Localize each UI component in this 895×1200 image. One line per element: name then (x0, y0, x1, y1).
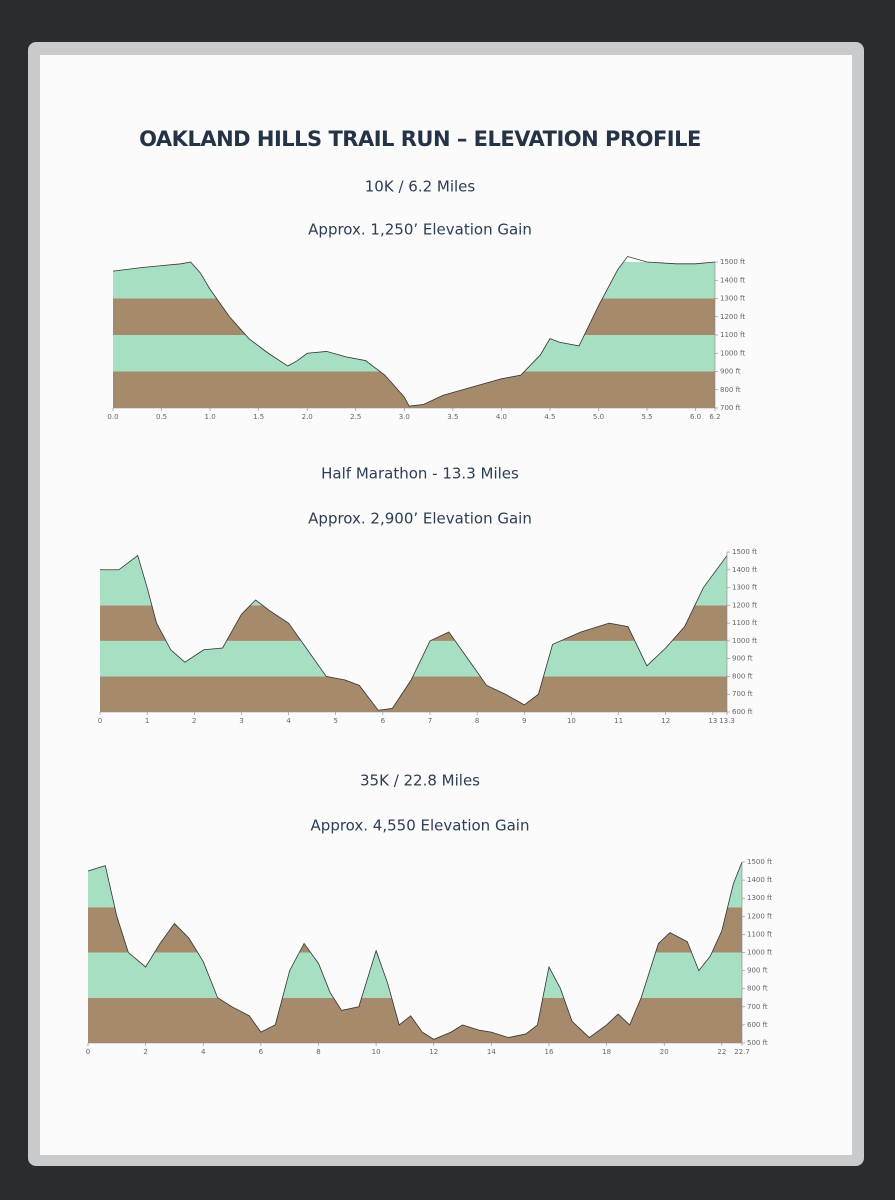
x-tick-label: 18 (602, 1048, 611, 1056)
x-tick-label: 8 (475, 717, 479, 725)
chart-subtitle: Approx. 1,250’ Elevation Gain (308, 221, 532, 239)
x-tick-label: 5.5 (641, 413, 652, 421)
y-tick-label: 1400 ft (732, 566, 757, 574)
chart-subtitle: Approx. 2,900’ Elevation Gain (308, 510, 532, 528)
x-tick-label: 7 (428, 717, 432, 725)
x-tick-label: 6 (381, 717, 386, 725)
x-tick-label: 22.7 (734, 1048, 750, 1056)
y-tick-label: 600 ft (747, 1021, 768, 1029)
chart-title: 35K / 22.8 Miles (360, 772, 480, 790)
x-tick-label: 1 (145, 717, 149, 725)
y-tick-label: 1000 ft (720, 349, 745, 357)
x-tick-label: 3.0 (399, 413, 410, 421)
x-tick-label: 4.5 (544, 413, 555, 421)
y-tick-label: 1300 ft (720, 295, 745, 303)
y-tick-label: 1400 ft (720, 276, 745, 284)
y-tick-label: 700 ft (732, 690, 753, 698)
y-tick-label: 900 ft (720, 368, 741, 376)
y-tick-label: 1300 ft (747, 894, 772, 902)
y-tick-label: 1400 ft (747, 876, 772, 884)
x-tick-label: 5.0 (593, 413, 604, 421)
x-tick-label: 2 (143, 1048, 147, 1056)
x-tick-label: 22 (717, 1048, 726, 1056)
x-tick-label: 2.5 (350, 413, 361, 421)
y-tick-label: 1200 ft (747, 912, 772, 920)
x-tick-label: 10 (567, 717, 576, 725)
y-tick-label: 1100 ft (720, 331, 745, 339)
x-tick-label: 16 (545, 1048, 554, 1056)
y-tick-label: 800 ft (747, 985, 768, 993)
x-tick-label: 2 (192, 717, 196, 725)
x-tick-label: 3 (239, 717, 243, 725)
y-tick-label: 1100 ft (747, 930, 772, 938)
y-tick-label: 1000 ft (732, 637, 757, 645)
elevation-band (100, 676, 727, 712)
y-tick-label: 1000 ft (747, 949, 772, 957)
x-tick-label: 12 (429, 1048, 438, 1056)
y-tick-label: 600 ft (732, 708, 753, 716)
x-tick-label: 0.5 (156, 413, 167, 421)
y-tick-label: 1500 ft (720, 258, 745, 266)
x-tick-label: 11 (614, 717, 623, 725)
y-tick-label: 1500 ft (732, 548, 757, 556)
y-tick-label: 1200 ft (732, 601, 757, 609)
x-tick-label: 0 (86, 1048, 90, 1056)
x-tick-label: 6 (259, 1048, 264, 1056)
chart-title: Half Marathon - 13.3 Miles (321, 465, 519, 483)
y-tick-label: 800 ft (732, 672, 753, 680)
y-tick-label: 800 ft (720, 386, 741, 394)
photo: OAKLAND HILLS TRAIL RUN – ELEVATION PROF… (0, 0, 895, 1200)
y-tick-label: 900 ft (747, 967, 768, 975)
page-title: OAKLAND HILLS TRAIL RUN – ELEVATION PROF… (139, 127, 701, 151)
x-tick-label: 13 (708, 717, 717, 725)
y-tick-label: 1200 ft (720, 313, 745, 321)
y-tick-label: 900 ft (732, 655, 753, 663)
x-tick-label: 9 (522, 717, 526, 725)
y-tick-label: 1500 ft (747, 858, 772, 866)
x-tick-label: 2.0 (302, 413, 313, 421)
y-tick-label: 700 ft (747, 1003, 768, 1011)
x-tick-label: 5 (333, 717, 337, 725)
x-tick-label: 14 (487, 1048, 496, 1056)
y-tick-label: 1100 ft (732, 619, 757, 627)
chart-title: 10K / 6.2 Miles (365, 178, 476, 196)
chart-subtitle: Approx. 4,550 Elevation Gain (311, 817, 530, 835)
y-tick-label: 500 ft (747, 1039, 768, 1047)
x-tick-label: 6.0 (690, 413, 701, 421)
x-tick-label: 8 (316, 1048, 320, 1056)
x-tick-label: 20 (660, 1048, 669, 1056)
x-tick-label: 1.5 (253, 413, 264, 421)
x-tick-label: 13.3 (719, 717, 735, 725)
x-tick-label: 4 (286, 717, 291, 725)
page: {"title": "OAKLAND HILLS TRAIL RUN – ELE… (0, 0, 895, 1200)
x-tick-label: 10 (372, 1048, 381, 1056)
y-tick-label: 700 ft (720, 404, 741, 412)
x-tick-label: 0.0 (107, 413, 118, 421)
x-tick-label: 4 (201, 1048, 206, 1056)
x-tick-label: 1.0 (205, 413, 216, 421)
x-tick-label: 4.0 (496, 413, 507, 421)
x-tick-label: 12 (661, 717, 670, 725)
x-tick-label: 6.2 (709, 413, 720, 421)
x-tick-label: 0 (98, 717, 102, 725)
y-tick-label: 1300 ft (732, 584, 757, 592)
x-tick-label: 3.5 (447, 413, 458, 421)
